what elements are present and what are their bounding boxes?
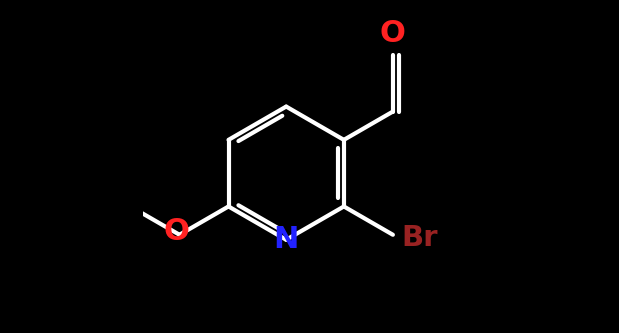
Text: Br: Br [401, 224, 438, 252]
Text: N: N [274, 225, 299, 254]
Text: O: O [380, 19, 406, 48]
Text: O: O [163, 217, 189, 246]
